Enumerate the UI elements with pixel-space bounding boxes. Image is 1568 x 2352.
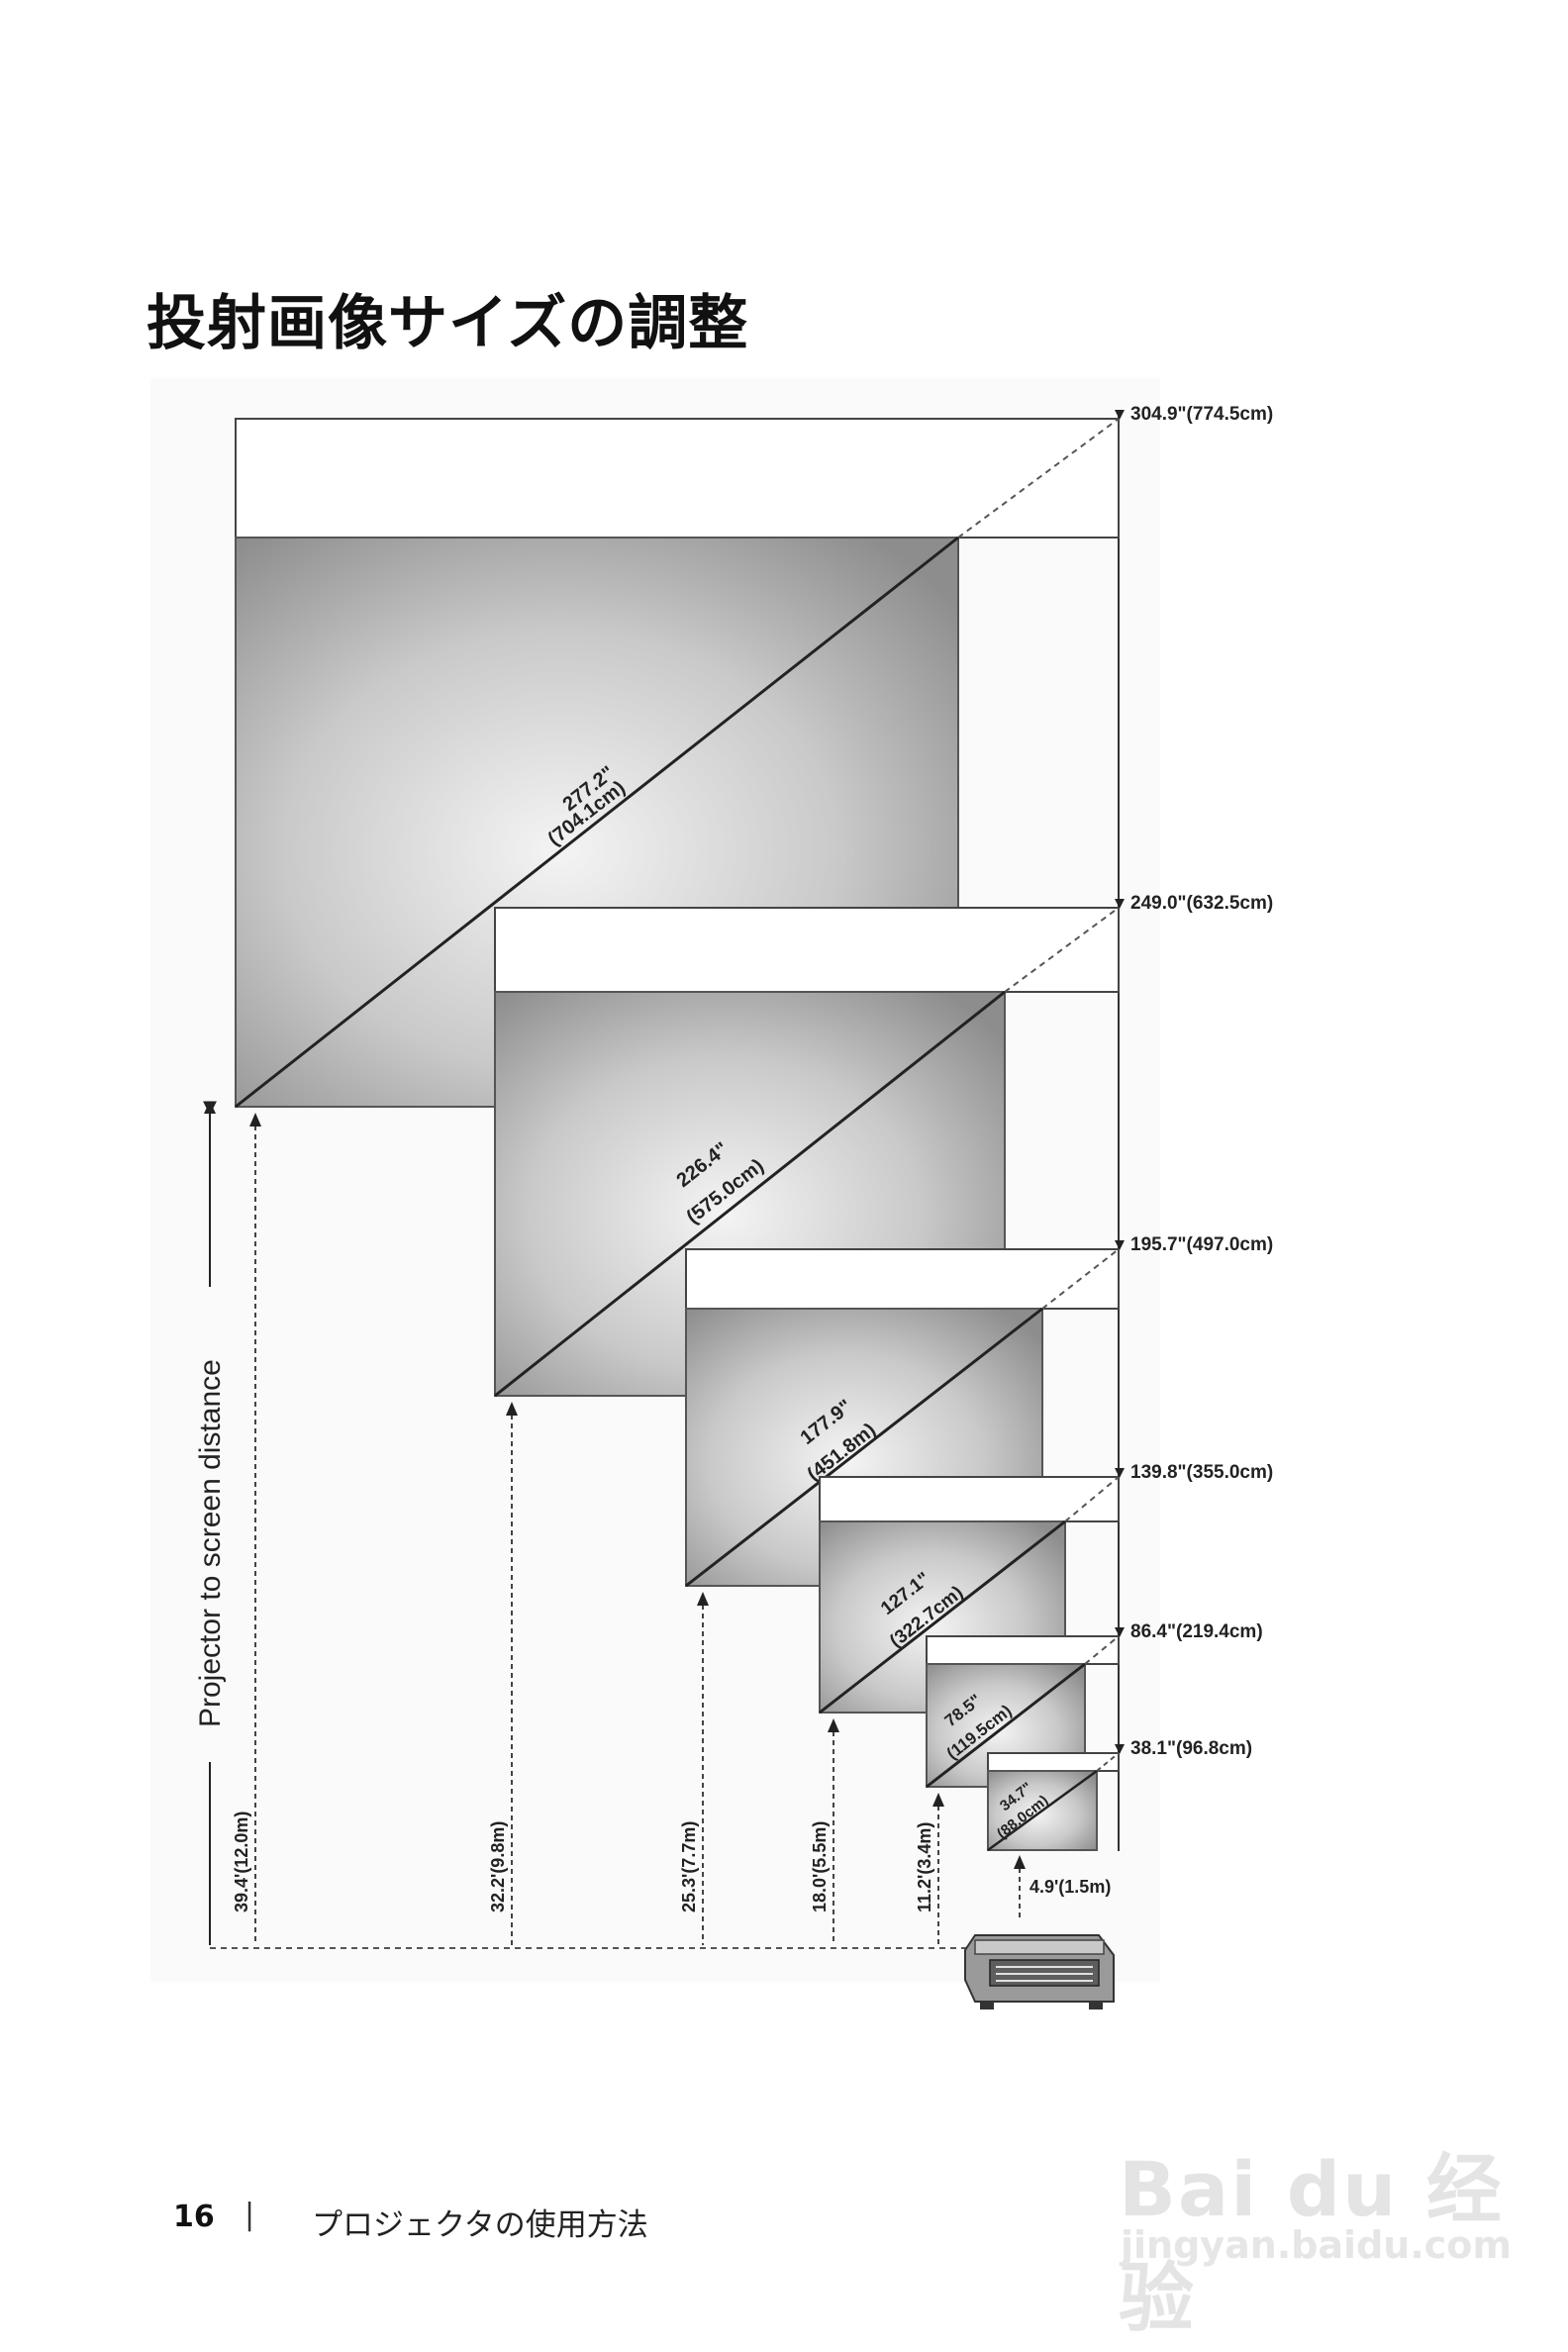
watermark-logo: Bai du 经验	[1119, 2145, 1504, 2342]
screen-6-inner-diagonal	[987, 1769, 1098, 1852]
screen-5-outer-diagonal	[1084, 1635, 1120, 1665]
outer-label-4: 139.8"(355.0cm)	[1130, 1462, 1273, 1483]
distance-axis: Projector to screen distance	[194, 1101, 227, 1945]
outer-label-3: 195.7"(497.0cm)	[1130, 1234, 1273, 1255]
screen-3-outer-diagonal	[1041, 1248, 1120, 1310]
screen-4-outer-frame	[819, 1476, 1120, 1522]
screen-3-inner-diagonal	[685, 1307, 1043, 1588]
screen-3-outer-frame	[685, 1248, 1120, 1310]
outer-label-6: 38.1"(96.8cm)	[1130, 1738, 1252, 1759]
distance-label-5: 11.2'(3.4m)	[915, 1822, 934, 1912]
outer-label-5: 86.4"(219.4cm)	[1130, 1621, 1263, 1642]
distance-label-3: 25.3'(7.7m)	[679, 1821, 699, 1912]
screen-6: 34.7" (88.0cm)	[987, 1752, 1120, 1852]
page-title: 投射画像サイズの調整	[147, 289, 749, 358]
screen-5-outer-frame	[926, 1635, 1120, 1665]
footer-section-title: プロジェクタの使用方法	[312, 2207, 648, 2243]
footer-separator: |	[245, 2198, 255, 2232]
screen-4-outer-diagonal	[1064, 1476, 1120, 1522]
screen-1-outer-diagonal	[957, 418, 1120, 539]
screen-2: 226.4" (575.0cm)	[494, 907, 1120, 1398]
distance-label-2: 32.2'(9.8m)	[488, 1821, 508, 1912]
screen-2-outer-frame	[494, 907, 1120, 993]
screen-2-outer-diagonal	[1004, 907, 1120, 993]
screen-3: 177.9" (451.8m)	[685, 1248, 1120, 1588]
projector-icon	[964, 1934, 1115, 2009]
screen-4-inner-diagonal	[819, 1519, 1066, 1715]
vertical-axis-label: Projector to screen distance	[194, 1359, 227, 1727]
screen-1-outer-frame	[235, 418, 1120, 539]
outer-label-1: 304.9"(774.5cm)	[1130, 404, 1273, 425]
distance-label-4: 18.0'(5.5m)	[810, 1821, 830, 1912]
distance-label-6: 4.9'(1.5m)	[1029, 1877, 1111, 1897]
watermark-url: jingyan.baidu.com	[1121, 2223, 1512, 2267]
screen-1-inner-diagonal	[235, 536, 959, 1109]
screen-6-outer-diagonal	[1096, 1752, 1120, 1772]
distance-label-1: 39.4'(12.0m)	[232, 1812, 251, 1912]
screen-2-inner-diagonal	[494, 990, 1006, 1398]
outer-label-2: 249.0"(632.5cm)	[1130, 893, 1273, 914]
screen-5-inner-diagonal	[926, 1662, 1086, 1789]
screen-5: 78.5" (119.5cm)	[926, 1635, 1120, 1789]
page-number: 16	[173, 2200, 215, 2234]
